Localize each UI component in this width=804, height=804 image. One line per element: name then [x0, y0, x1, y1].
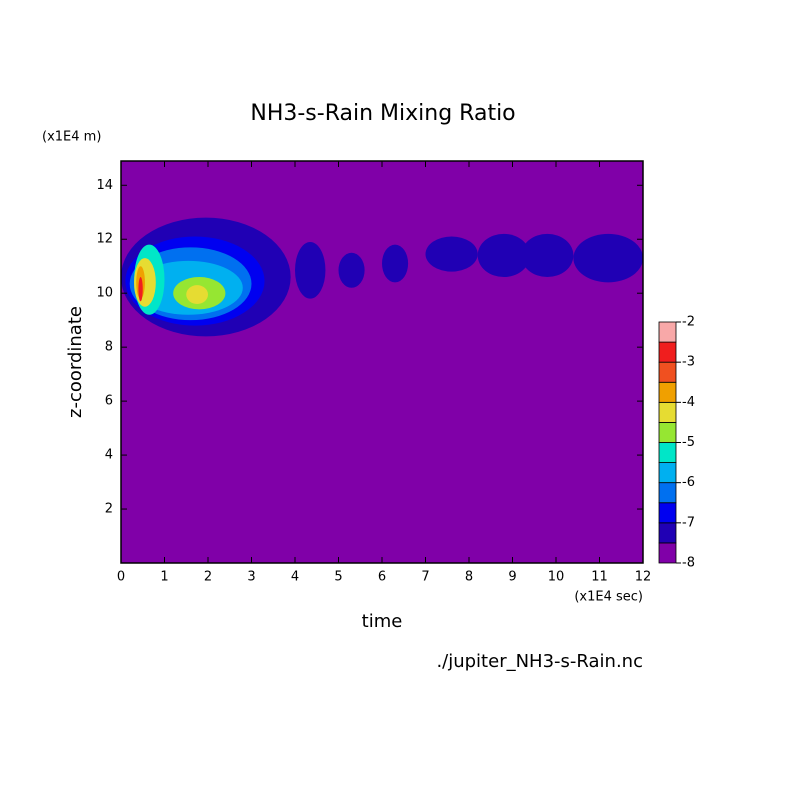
x-tick-label: 8: [465, 570, 473, 585]
y-unit: (x1E4 m): [42, 130, 101, 145]
y-tick-label: 4: [105, 448, 113, 463]
y-tick-label: 10: [96, 286, 113, 301]
y-tick-label: 8: [105, 340, 113, 355]
contour-region: [425, 236, 478, 272]
x-tick-label: 9: [508, 570, 516, 585]
contour-region: [521, 233, 574, 278]
colorbar-band: [658, 321, 677, 343]
x-unit: (x1E4 sec): [574, 590, 643, 605]
colorbar-band: [658, 482, 677, 504]
contour-region: [338, 252, 365, 288]
contour-region: [477, 233, 530, 278]
colorbar-band: [658, 522, 677, 544]
colorbar-band: [658, 361, 677, 383]
x-tick-label: 4: [291, 570, 299, 585]
y-tick-label: 6: [105, 394, 113, 409]
colorbar-band: [658, 542, 677, 564]
colorbar-band: [658, 381, 677, 403]
x-tick-label: 11: [591, 570, 608, 585]
colorbar-band: [658, 401, 677, 423]
colorbar-band: [658, 442, 677, 463]
x-tick-label: 12: [635, 570, 652, 585]
y-tick-label: 14: [96, 178, 113, 193]
colorbar-band: [658, 462, 677, 484]
contour-region: [573, 233, 643, 283]
colorbar-band: [658, 341, 677, 363]
colorbar-tick-label: -4: [682, 395, 695, 410]
x-tick-label: 3: [247, 570, 255, 585]
colorbar-tick-label: -7: [682, 515, 695, 530]
colorbar-tick-label: -2: [682, 315, 695, 330]
x-axis-label: time: [362, 611, 403, 632]
colorbar-tick-label: -8: [682, 556, 695, 571]
y-axis-label: z-coordinate: [65, 306, 86, 418]
x-tick-label: 2: [204, 570, 212, 585]
contour-region: [186, 285, 208, 304]
contour-region: [295, 241, 326, 299]
contour-region: [382, 244, 409, 283]
x-tick-label: 5: [334, 570, 342, 585]
x-tick-label: 10: [548, 570, 565, 585]
footnote: ./jupiter_NH3-s-Rain.nc: [436, 651, 643, 672]
colorbar-tick-label: -5: [682, 435, 695, 450]
chart-title: NH3-s-Rain Mixing Ratio: [250, 101, 515, 126]
colorbar-tick-label: -3: [682, 355, 695, 370]
colorbar-band: [658, 422, 677, 443]
x-tick-label: 0: [117, 570, 125, 585]
x-tick-label: 6: [378, 570, 386, 585]
contour-region: [138, 277, 143, 302]
x-tick-label: 7: [421, 570, 429, 585]
y-tick-label: 12: [96, 232, 113, 247]
colorbar-tick-label: -6: [682, 475, 695, 490]
y-tick-label: 2: [105, 502, 113, 517]
colorbar-band: [658, 502, 677, 524]
x-tick-label: 1: [160, 570, 168, 585]
